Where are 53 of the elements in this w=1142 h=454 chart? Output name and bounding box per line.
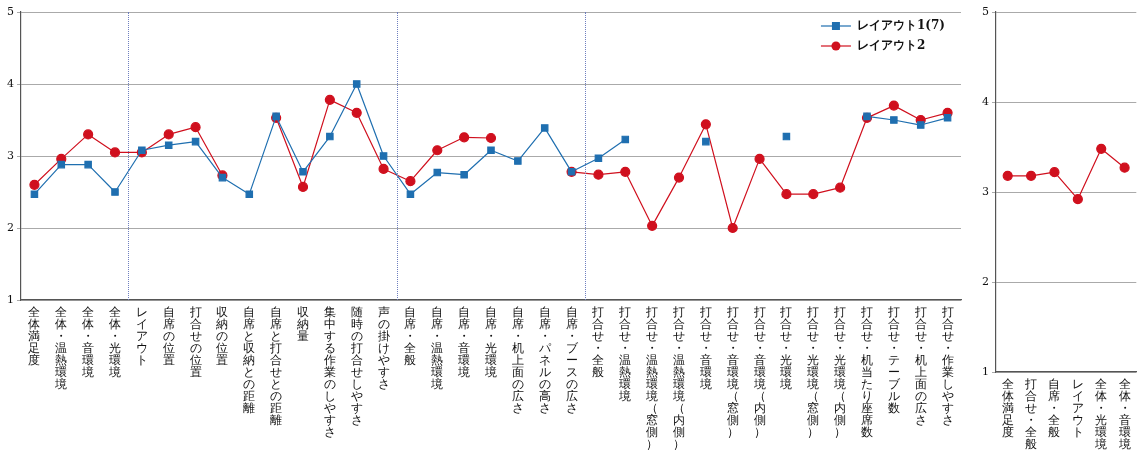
- category-label: 打合せ・光環境（窓側）: [807, 305, 820, 440]
- x-tick-label: レイアウト: [135, 305, 148, 368]
- category-label: 自席・パネルの高さ: [538, 305, 551, 416]
- x-tick-label: 全体・光環境: [1094, 377, 1108, 452]
- y-tick-label: 1: [7, 292, 14, 306]
- y-tick-label: 2: [7, 220, 14, 234]
- y-tick-label: 1: [982, 364, 989, 378]
- x-tick-label: 打合せの位置: [188, 305, 202, 380]
- category-label: 打合せ・テーブル数: [887, 305, 900, 416]
- x-tick-label: 打合せ・温熱環境: [618, 305, 632, 404]
- category-label: 随時の打合せしやすさ: [350, 305, 363, 428]
- x-tick-label: 全体・音環境: [81, 305, 95, 380]
- x-tick-label: 収納量: [297, 305, 309, 344]
- category-label: 打合せ・温熱環境（窓側）: [646, 305, 659, 452]
- category-label: 打合せ・光環境（内側）: [834, 305, 847, 440]
- category-label: 自席・机上面の広さ: [511, 305, 524, 416]
- x-tick-label: 声の掛けやすさ: [377, 305, 390, 392]
- x-tick-label: 全体・光環境: [108, 305, 121, 380]
- y-tick-label: 5: [7, 4, 14, 18]
- x-tick-label: 打合せ・光環境: [779, 305, 793, 392]
- category-label: 集中する作業のしやすさ: [323, 305, 336, 440]
- x-tick-label: レイアウト: [1071, 377, 1084, 440]
- y-tick-label: 3: [982, 184, 989, 198]
- x-tick-label: 打合せ・音環境: [698, 305, 712, 392]
- category-label: 打合せ・机当たり座席数: [861, 305, 873, 440]
- category-label: 打合せ・作業しやすさ: [941, 305, 954, 428]
- x-tick-label: 全体・音環境: [1117, 377, 1131, 452]
- x-tick-label: 打合せ・全般: [1024, 377, 1038, 452]
- legend-label: レイアウト2: [856, 38, 926, 53]
- category-label: 自席・ブースの広さ: [565, 305, 578, 416]
- x-tick-label: 全体満足度: [1001, 377, 1014, 440]
- x-tick-label: 自席・全般: [1048, 377, 1061, 440]
- x-tick-label: 全体満足度: [28, 305, 41, 368]
- category-label: 打合せ・音環境（内側）: [753, 305, 766, 440]
- x-tick-label: 自席・全般: [404, 305, 417, 368]
- x-tick-label: 自席・温熱環境: [430, 305, 444, 392]
- category-label: 自席と打合せとの距離: [270, 305, 283, 428]
- y-tick-label: 4: [7, 76, 14, 90]
- y-tick-label: 4: [982, 94, 989, 108]
- x-tick-label: 自席・光環境: [484, 305, 497, 380]
- category-label: 打合せ・音環境（窓側）: [726, 305, 739, 440]
- category-label: 打合せ・温熱環境（内側）: [673, 305, 685, 452]
- legend-label: レイアウト1(7): [856, 18, 946, 33]
- x-tick-label: 自席の位置: [162, 305, 175, 368]
- x-tick-label: 全体・温熱環境: [54, 305, 68, 392]
- category-label: 打合せ・机上面の広さ: [914, 305, 927, 428]
- x-tick-label: 収納の位置: [216, 305, 229, 368]
- y-tick-label: 3: [7, 148, 14, 162]
- y-tick-label: 5: [982, 4, 989, 18]
- category-label: 自席と収納との距離: [243, 305, 256, 416]
- x-tick-label: 自席・音環境: [457, 305, 471, 380]
- x-tick-label: 打合せ・全般: [591, 305, 605, 380]
- y-tick-label: 2: [982, 274, 989, 288]
